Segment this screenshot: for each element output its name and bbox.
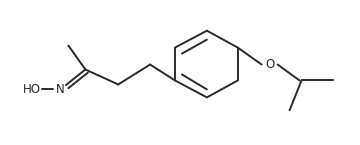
Text: HO: HO — [23, 83, 41, 96]
Text: N: N — [56, 83, 65, 96]
Text: O: O — [265, 58, 274, 71]
